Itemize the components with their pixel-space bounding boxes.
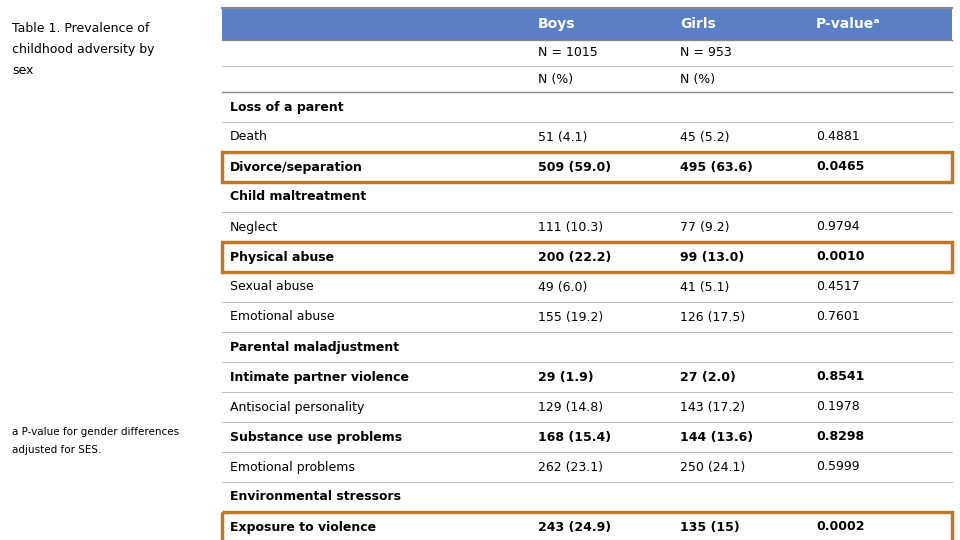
- Text: P-valueᵃ: P-valueᵃ: [816, 17, 880, 31]
- Text: N (%): N (%): [538, 72, 573, 85]
- Text: 99 (13.0): 99 (13.0): [680, 251, 744, 264]
- Text: 135 (15): 135 (15): [680, 521, 740, 534]
- Text: adjusted for SES.: adjusted for SES.: [12, 445, 102, 455]
- Text: Girls: Girls: [680, 17, 716, 31]
- Text: 243 (24.9): 243 (24.9): [538, 521, 612, 534]
- Text: sex: sex: [12, 64, 34, 77]
- Text: 51 (4.1): 51 (4.1): [538, 131, 588, 144]
- Text: 262 (23.1): 262 (23.1): [538, 461, 603, 474]
- Text: 144 (13.6): 144 (13.6): [680, 430, 754, 443]
- Text: Environmental stressors: Environmental stressors: [230, 490, 401, 503]
- Text: Substance use problems: Substance use problems: [230, 430, 402, 443]
- Text: Child maltreatment: Child maltreatment: [230, 191, 367, 204]
- Text: 250 (24.1): 250 (24.1): [680, 461, 745, 474]
- Text: Emotional abuse: Emotional abuse: [230, 310, 334, 323]
- Bar: [222, 242, 952, 272]
- Text: 155 (19.2): 155 (19.2): [538, 310, 603, 323]
- Text: 143 (17.2): 143 (17.2): [680, 401, 745, 414]
- Text: Antisocial personality: Antisocial personality: [230, 401, 365, 414]
- Text: 0.8541: 0.8541: [816, 370, 864, 383]
- Text: 126 (17.5): 126 (17.5): [680, 310, 745, 323]
- Text: Exposure to violence: Exposure to violence: [230, 521, 376, 534]
- Text: Parental maladjustment: Parental maladjustment: [230, 341, 399, 354]
- Text: 77 (9.2): 77 (9.2): [680, 220, 730, 233]
- Text: 111 (10.3): 111 (10.3): [538, 220, 603, 233]
- Text: 0.9794: 0.9794: [816, 220, 859, 233]
- Text: 0.4517: 0.4517: [816, 280, 860, 294]
- Bar: [222, 512, 952, 540]
- Text: 45 (5.2): 45 (5.2): [680, 131, 730, 144]
- Text: Loss of a parent: Loss of a parent: [230, 100, 344, 113]
- Text: childhood adversity by: childhood adversity by: [12, 44, 155, 57]
- Text: Divorce/separation: Divorce/separation: [230, 160, 363, 173]
- Text: 200 (22.2): 200 (22.2): [538, 251, 612, 264]
- Text: Intimate partner violence: Intimate partner violence: [230, 370, 409, 383]
- Text: 41 (5.1): 41 (5.1): [680, 280, 730, 294]
- Text: 0.8298: 0.8298: [816, 430, 864, 443]
- Text: Emotional problems: Emotional problems: [230, 461, 355, 474]
- Text: 168 (15.4): 168 (15.4): [538, 430, 612, 443]
- Text: 27 (2.0): 27 (2.0): [680, 370, 736, 383]
- Text: 0.0002: 0.0002: [816, 521, 865, 534]
- Text: N = 953: N = 953: [680, 46, 732, 59]
- Text: 509 (59.0): 509 (59.0): [538, 160, 612, 173]
- Text: N (%): N (%): [680, 72, 715, 85]
- Text: 0.1978: 0.1978: [816, 401, 860, 414]
- Text: 129 (14.8): 129 (14.8): [538, 401, 603, 414]
- Text: Boys: Boys: [538, 17, 575, 31]
- Bar: [222, 8, 952, 40]
- Text: Neglect: Neglect: [230, 220, 278, 233]
- Text: a P-value for gender differences: a P-value for gender differences: [12, 427, 180, 437]
- Text: Death: Death: [230, 131, 268, 144]
- Text: Sexual abuse: Sexual abuse: [230, 280, 314, 294]
- Text: N = 1015: N = 1015: [538, 46, 598, 59]
- Text: Table 1. Prevalence of: Table 1. Prevalence of: [12, 22, 150, 35]
- Text: 0.5999: 0.5999: [816, 461, 859, 474]
- Text: 29 (1.9): 29 (1.9): [538, 370, 593, 383]
- Text: 0.0465: 0.0465: [816, 160, 864, 173]
- Text: 49 (6.0): 49 (6.0): [538, 280, 588, 294]
- Text: 0.7601: 0.7601: [816, 310, 860, 323]
- Text: 495 (63.6): 495 (63.6): [680, 160, 753, 173]
- Text: 0.4881: 0.4881: [816, 131, 860, 144]
- Text: 0.0010: 0.0010: [816, 251, 865, 264]
- Text: Physical abuse: Physical abuse: [230, 251, 334, 264]
- Bar: [222, 152, 952, 182]
